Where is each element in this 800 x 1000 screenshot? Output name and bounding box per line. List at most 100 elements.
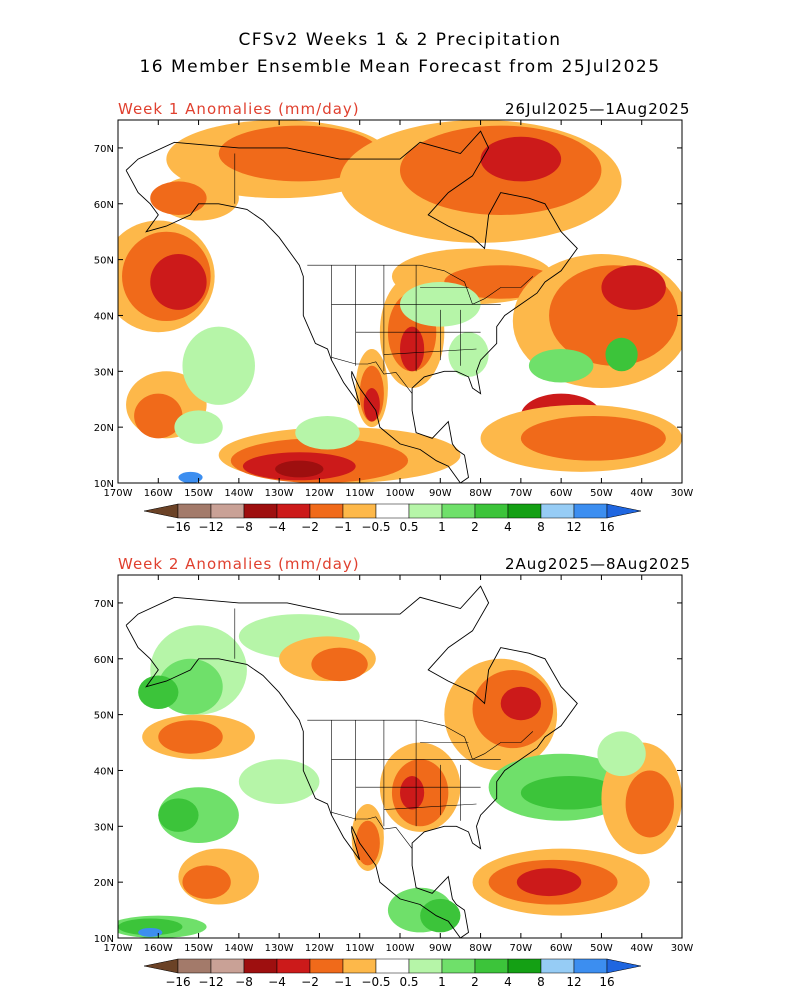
anomaly-region-13: [355, 820, 380, 866]
anomaly-region-6: [311, 647, 368, 682]
colorbar-label: 0.5: [399, 975, 418, 989]
colorbar-swatch: [342, 958, 377, 974]
lat-tick-label: 60N: [94, 200, 114, 211]
colorbar-swatch: [210, 503, 245, 519]
week2-panel-title: Week 2 Anomalies (mm/day): [118, 555, 360, 573]
colorbar-label: −16: [165, 520, 190, 534]
lat-tick-label: 40N: [94, 311, 114, 322]
week2-colorbar: −16 −12 −8 −4 −2 −1 −0.5 0.5 1 2 4 8 12 16: [143, 958, 642, 989]
anomaly-region-22: [625, 770, 674, 838]
chart-title-line1: CFSv2 Weeks 1 & 2 Precipitation: [238, 30, 562, 50]
lon-tick-label: 170W: [104, 488, 133, 499]
anomaly-region-32: [182, 326, 255, 405]
lon-tick-label: 100W: [386, 488, 415, 499]
lon-tick-label: 130W: [265, 943, 294, 954]
anomaly-region-21: [601, 265, 666, 310]
anomaly-region-11: [400, 776, 425, 810]
lat-tick-label: 70N: [94, 599, 114, 610]
anomaly-region-38: [174, 410, 223, 444]
colorbar-swatch: [276, 958, 311, 974]
colorbar-label: −16: [165, 975, 190, 989]
anomaly-region-34: [448, 332, 489, 377]
lon-tick-label: 110W: [345, 943, 374, 954]
colorbar-label: −2: [301, 520, 319, 534]
lat-tick-label: 50N: [94, 256, 114, 267]
lon-tick-label: 40W: [630, 943, 653, 954]
colorbar-swatch: [177, 958, 212, 974]
anomaly-region-18: [520, 776, 618, 810]
colorbar-label: −4: [268, 520, 286, 534]
colorbar-swatch: [243, 958, 278, 974]
week1-colorbar: −16 −12 −8 −4 −2 −1 −0.5 0.5 1 2 4 8 12 16: [143, 503, 642, 534]
lon-tick-label: 80W: [469, 488, 492, 499]
colorbar-swatch: [177, 503, 212, 519]
boundary-line: [383, 348, 477, 355]
lon-tick-label: 70W: [510, 943, 533, 954]
lon-tick-label: 90W: [429, 943, 452, 954]
colorbar-label: 1: [438, 520, 446, 534]
colorbar-swatch: [309, 503, 344, 519]
lon-tick-label: 80W: [469, 943, 492, 954]
colorbar-swatch: [474, 503, 509, 519]
colorbar-swatch: [243, 503, 278, 519]
anomaly-region-28: [134, 393, 183, 439]
colorbar-label: −4: [268, 975, 286, 989]
colorbar-label: −8: [235, 975, 253, 989]
lat-tick-label: 20N: [94, 878, 114, 889]
anomaly-region-27: [182, 865, 231, 899]
colorbar-swatch: [408, 958, 443, 974]
anomaly-region-20: [158, 798, 199, 832]
lon-tick-label: 100W: [386, 943, 415, 954]
lat-tick-label: 60N: [94, 655, 114, 666]
colorbar-label: 8: [537, 520, 545, 534]
lon-tick-label: 50W: [590, 943, 613, 954]
colorbar-arrow-left: [143, 503, 179, 519]
colorbar-swatch: [573, 958, 608, 974]
colorbar-swatch: [540, 503, 575, 519]
lon-tick-label: 130W: [265, 488, 294, 499]
lon-tick-label: 60W: [550, 488, 573, 499]
colorbar-label: 12: [566, 975, 581, 989]
colorbar-swatch: [375, 958, 410, 974]
anomaly-region-33: [295, 415, 360, 450]
colorbar-swatch: [375, 503, 410, 519]
colorbar-label: −12: [198, 975, 223, 989]
colorbar-label: −12: [198, 520, 223, 534]
chart-title-line2: 16 Member Ensemble Mean Forecast from 25…: [139, 57, 661, 77]
colorbar-swatch: [408, 503, 443, 519]
colorbar-swatch: [276, 503, 311, 519]
anomaly-region-10: [150, 181, 207, 215]
lon-tick-label: 30W: [671, 488, 694, 499]
colorbar-label: 2: [471, 975, 479, 989]
colorbar-swatch: [507, 958, 542, 974]
coastline: [125, 130, 578, 483]
anomaly-region-39: [178, 471, 203, 483]
colorbar-label: −0.5: [361, 975, 390, 989]
colorbar-arrow-left: [143, 958, 179, 974]
colorbar-label: 0.5: [399, 520, 418, 534]
lon-tick-label: 140W: [224, 488, 253, 499]
lon-tick-label: 50W: [590, 488, 613, 499]
colorbar-swatch: [573, 503, 608, 519]
lat-tick-label: 40N: [94, 766, 114, 777]
colorbar-label: 12: [566, 520, 581, 534]
lon-tick-label: 150W: [184, 943, 213, 954]
colorbar-label: −2: [301, 975, 319, 989]
lat-tick-label: 70N: [94, 144, 114, 155]
lat-tick-label: 50N: [94, 711, 114, 722]
anomaly-region-8: [158, 720, 223, 754]
week1-date-range: 26Jul2025—1Aug2025: [505, 100, 691, 118]
lat-tick-label: 30N: [94, 822, 114, 833]
lon-tick-label: 60W: [550, 943, 573, 954]
lat-tick-label: 30N: [94, 367, 114, 378]
colorbar-label: 16: [599, 975, 614, 989]
lon-tick-label: 70W: [510, 488, 533, 499]
week2-date-range: 2Aug2025—8Aug2025: [505, 555, 692, 573]
lon-tick-label: 170W: [104, 943, 133, 954]
colorbar-swatch: [309, 958, 344, 974]
colorbar-arrow-right: [606, 958, 642, 974]
anomaly-region-15: [400, 326, 425, 372]
lon-tick-label: 160W: [144, 488, 173, 499]
lon-tick-label: 120W: [305, 943, 334, 954]
colorbar-swatch: [441, 503, 476, 519]
